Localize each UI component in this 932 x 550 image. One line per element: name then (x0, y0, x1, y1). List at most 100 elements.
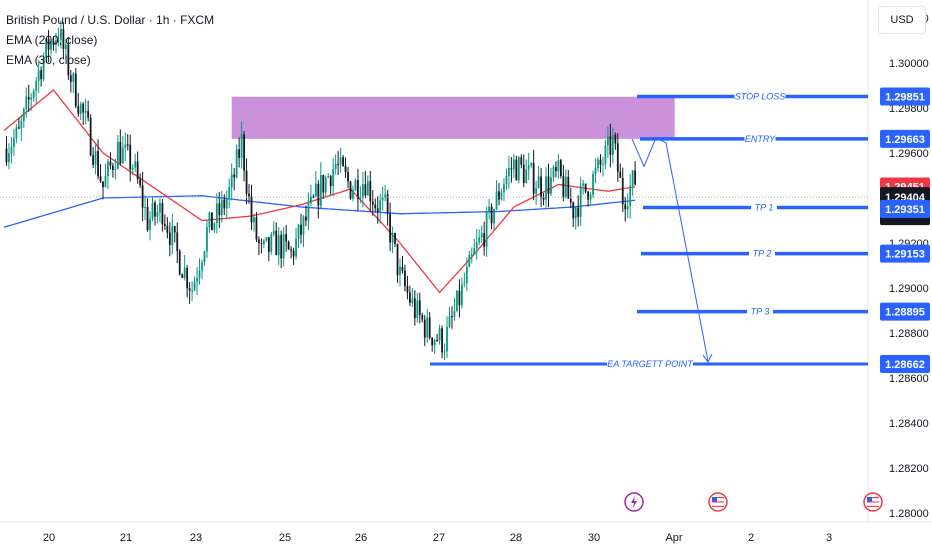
candle-body (522, 164, 525, 184)
candle-body (577, 207, 580, 217)
candle-body (126, 144, 129, 146)
candle-body (441, 328, 443, 353)
candle-body (267, 237, 270, 252)
candle-body (448, 316, 451, 327)
candle-body (228, 187, 231, 199)
price-tag-entry: 1.29663 (880, 129, 930, 148)
candle-body (428, 317, 431, 338)
level-tp-2-group[interactable]: TP 2 (641, 249, 868, 259)
candle-body (40, 70, 43, 80)
candle-body (238, 149, 241, 158)
candle-body (151, 202, 154, 219)
candle-body (270, 234, 273, 252)
level-ea-targett-point-group[interactable]: EA TARGETT POINT (430, 359, 868, 369)
candle-body (295, 238, 297, 257)
us-flag-event-icon[interactable] (708, 492, 728, 512)
candle-body (552, 166, 555, 178)
level-tp-3-group[interactable]: TP 3 (637, 307, 868, 317)
candle-body (384, 194, 387, 198)
candle-body (240, 134, 243, 158)
candle-body (215, 203, 218, 224)
candle-body (483, 233, 486, 247)
candle-body (32, 90, 35, 98)
candle-body (87, 110, 90, 118)
candle-body (503, 184, 505, 193)
candle-body (624, 204, 627, 210)
candle-body (406, 286, 409, 293)
candle-body (250, 196, 253, 223)
candle-body (223, 199, 226, 209)
candle-body (82, 103, 85, 113)
candle-body (468, 255, 471, 267)
candle-body (248, 193, 250, 197)
indicator-ema-200[interactable]: EMA (200, close) (6, 33, 98, 47)
candle-body (456, 290, 458, 311)
candle-body (532, 163, 535, 194)
candle-body (74, 73, 77, 107)
lightning-glyph (631, 496, 637, 508)
candle-body (181, 274, 184, 278)
candle-body (260, 243, 263, 245)
candle-body (173, 226, 176, 233)
candle-body (564, 176, 567, 197)
candle-body (114, 168, 117, 170)
x-tick-label: 30 (588, 532, 600, 544)
x-tick-label: 20 (43, 532, 55, 544)
candle-body (25, 96, 28, 109)
candle-body (290, 249, 292, 251)
candle-body (220, 199, 223, 215)
candle-body (470, 254, 473, 256)
candle-body (339, 157, 342, 165)
lightning-event-icon[interactable] (624, 492, 644, 512)
candle-body (389, 213, 391, 243)
candle-body (512, 159, 515, 170)
candle-body (376, 208, 379, 212)
candle-body (545, 176, 547, 200)
candle-body (243, 134, 245, 171)
price-tag-ea-targett-point: 1.28662 (880, 355, 930, 374)
level-tp-1-group[interactable]: TP 1 (643, 202, 868, 212)
x-tick-label: 23 (190, 532, 202, 544)
candle-body (337, 163, 340, 165)
candle-body (460, 284, 463, 306)
candle-body (15, 127, 18, 139)
candle-body (116, 141, 119, 169)
level-tp-2-label: TP 2 (753, 249, 772, 259)
candle-body (498, 191, 500, 200)
candle-body (555, 166, 557, 172)
candle-body (418, 300, 421, 315)
level-stop-loss-group[interactable]: STOP LOSS (637, 92, 868, 102)
candle-body (394, 233, 396, 244)
x-tick-label: Apr (665, 532, 682, 544)
candle-body (124, 144, 127, 148)
y-tick-label: 1.28000 (889, 508, 929, 520)
candle-body (37, 70, 40, 82)
us-flag-event-icon[interactable] (863, 492, 883, 512)
candle-body (371, 201, 374, 205)
candle-body (401, 266, 404, 271)
candle-body (245, 170, 248, 194)
candle-body (57, 39, 60, 41)
currency-button[interactable]: USD (878, 6, 926, 34)
x-tick-label: 21 (120, 532, 132, 544)
symbol-title[interactable]: British Pound / U.S. Dollar · 1h · FXCM (6, 13, 215, 27)
indicator-ema-30[interactable]: EMA (30, close) (6, 53, 91, 67)
y-tick-label: 1.29600 (889, 148, 929, 160)
candle-body (391, 233, 394, 243)
candle-body (99, 176, 102, 182)
price-tag-tp-3-text: 1.28895 (885, 307, 925, 319)
price-tag-tp-2-text: 1.29153 (885, 249, 925, 261)
candle-body (161, 203, 164, 225)
candle-body (89, 117, 92, 156)
candle-body (265, 237, 268, 241)
candle-body (104, 176, 107, 188)
price-tag-stop-loss: 1.29851 (880, 87, 930, 106)
candle-body (592, 174, 594, 195)
candle-body (50, 41, 52, 50)
candle-body (614, 135, 617, 144)
candle-body (178, 251, 181, 275)
candle-body (517, 157, 520, 181)
candle-body (52, 41, 55, 46)
candle-body (310, 196, 312, 204)
